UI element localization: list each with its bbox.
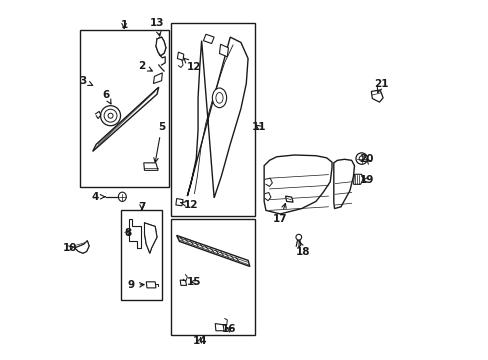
Text: 3: 3 xyxy=(79,76,93,86)
Text: 2: 2 xyxy=(138,61,152,71)
Polygon shape xyxy=(264,155,331,214)
Text: 14: 14 xyxy=(192,336,207,346)
Ellipse shape xyxy=(118,192,126,202)
Polygon shape xyxy=(180,280,186,285)
Polygon shape xyxy=(176,235,249,266)
Text: 9: 9 xyxy=(127,280,144,291)
Text: 6: 6 xyxy=(102,90,111,104)
Polygon shape xyxy=(177,52,183,60)
Text: 8: 8 xyxy=(124,228,131,238)
Circle shape xyxy=(104,109,117,122)
Text: 1: 1 xyxy=(120,19,127,30)
Text: 16: 16 xyxy=(222,324,236,334)
Text: 10: 10 xyxy=(63,243,77,253)
Text: 17: 17 xyxy=(272,203,287,224)
Text: 18: 18 xyxy=(296,242,310,257)
Ellipse shape xyxy=(212,88,226,108)
Polygon shape xyxy=(353,174,363,184)
Text: 20: 20 xyxy=(359,154,373,164)
Circle shape xyxy=(295,234,301,240)
Circle shape xyxy=(358,156,364,161)
Bar xyxy=(121,210,162,300)
Text: 21: 21 xyxy=(373,79,387,93)
Polygon shape xyxy=(219,44,228,57)
Polygon shape xyxy=(176,199,183,206)
Bar xyxy=(171,219,255,336)
Bar xyxy=(171,23,255,216)
Polygon shape xyxy=(143,163,158,170)
Ellipse shape xyxy=(216,93,223,103)
Polygon shape xyxy=(370,90,382,102)
Circle shape xyxy=(355,153,366,164)
Text: 4: 4 xyxy=(91,192,105,202)
Text: 7: 7 xyxy=(138,202,145,212)
Polygon shape xyxy=(75,241,89,253)
Polygon shape xyxy=(129,219,141,248)
Polygon shape xyxy=(187,37,247,198)
Circle shape xyxy=(101,106,121,126)
Polygon shape xyxy=(215,324,224,331)
Bar xyxy=(80,30,169,187)
Text: 5: 5 xyxy=(154,122,165,162)
Text: 15: 15 xyxy=(186,277,201,287)
Polygon shape xyxy=(153,73,162,84)
Text: 13: 13 xyxy=(149,18,164,36)
Circle shape xyxy=(108,113,113,118)
Text: 11: 11 xyxy=(251,122,265,132)
Polygon shape xyxy=(203,34,214,44)
Polygon shape xyxy=(93,87,159,152)
Polygon shape xyxy=(146,282,156,288)
Text: 12: 12 xyxy=(181,200,198,210)
Text: 12: 12 xyxy=(183,58,201,72)
Text: 19: 19 xyxy=(359,175,373,185)
Polygon shape xyxy=(285,196,292,202)
Polygon shape xyxy=(156,37,165,56)
Polygon shape xyxy=(333,159,354,208)
Polygon shape xyxy=(144,223,157,253)
